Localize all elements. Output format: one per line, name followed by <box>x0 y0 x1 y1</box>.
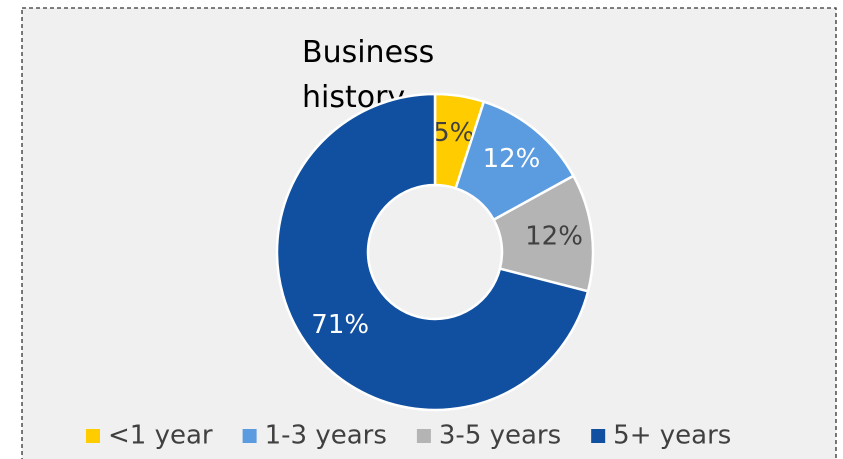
data-label: 5% <box>433 118 474 148</box>
legend-label: 3-5 years <box>439 421 561 451</box>
legend-label: <1 year <box>108 421 213 451</box>
legend-swatch <box>86 429 100 443</box>
data-label: 71% <box>311 310 369 340</box>
chart-title: Business history <box>302 35 435 115</box>
legend-label: 5+ years <box>613 421 731 451</box>
data-label: 12% <box>525 221 583 251</box>
data-label: 12% <box>483 144 541 174</box>
donut-slice <box>275 92 590 412</box>
legend-swatch <box>416 429 431 443</box>
legend-label: 1-3 years <box>265 421 387 451</box>
legend-swatch <box>242 429 257 443</box>
legend-swatch <box>591 429 606 443</box>
